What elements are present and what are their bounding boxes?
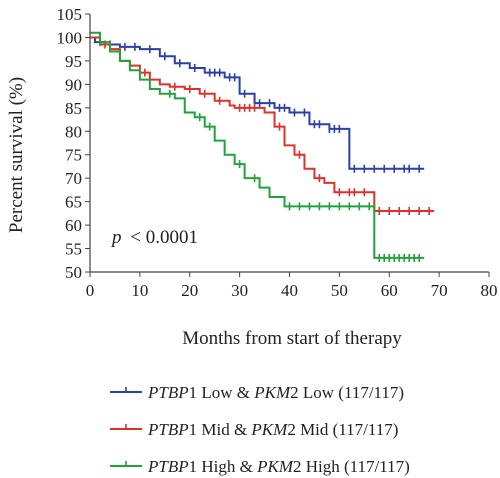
legend-label: PTBP1 High & PKM2 High (117/117): [147, 457, 410, 476]
x-tick-label: 10: [131, 281, 148, 300]
legend-label: PTBP1 Mid & PKM2 Mid (117/117): [147, 420, 398, 439]
x-tick-label: 70: [431, 281, 448, 300]
legend-label-part: PKM: [253, 383, 291, 402]
p-value-annotation: p < 0.0001: [110, 227, 198, 248]
plot-area: [90, 31, 435, 262]
legend-label-part: PKM: [256, 457, 294, 476]
y-tick-label: 75: [65, 146, 82, 165]
legend-label-part: 1 Low &: [189, 383, 255, 402]
legend-label-part: 1 High &: [189, 457, 257, 476]
legend-label-part: 2 Mid (117/117): [287, 420, 398, 439]
survival-curve-1: [90, 36, 425, 170]
p-value-text: < 0.0001: [130, 227, 198, 248]
y-tick-label: 100: [57, 28, 83, 47]
x-tick-label: 0: [86, 281, 95, 300]
legend-label-part: 1 Mid &: [189, 420, 252, 439]
y-tick-label: 105: [57, 5, 83, 24]
x-tick-label: 50: [331, 281, 348, 300]
y-tick-label: 65: [65, 193, 82, 212]
x-tick-label: 60: [381, 281, 398, 300]
legend-label-part: PTBP: [147, 420, 189, 439]
y-tick-label: 60: [65, 216, 82, 235]
y-tick-label: 95: [65, 52, 82, 71]
x-tick-label: 80: [481, 281, 498, 300]
y-tick-label: 85: [65, 99, 82, 118]
y-tick-label: 50: [65, 263, 82, 282]
axes: 50 55 60 65 70 75 80 85 90 95 100 105 0 10 20 30 40 50 60 7…: [57, 5, 498, 300]
legend-label-part: PTBP: [147, 457, 189, 476]
x-tick-label: 20: [181, 281, 198, 300]
y-axis-title: Percent survival (%): [6, 77, 27, 233]
x-tick-label: 30: [231, 281, 248, 300]
legend: PTBP1 Low & PKM2 Low (117/117)PTBP1 Mid …: [110, 383, 410, 476]
legend-label-part: PKM: [250, 420, 288, 439]
legend-label-part: PTBP: [147, 383, 189, 402]
y-tick-label: 55: [65, 240, 82, 259]
y-tick-label: 70: [65, 169, 82, 188]
y-tick-label: 80: [65, 122, 82, 141]
survival-curve-3: [90, 31, 425, 259]
survival-curve-2: [90, 36, 435, 213]
x-tick-label: 40: [281, 281, 298, 300]
p-value-symbol: p: [110, 227, 122, 248]
legend-label: PTBP1 Low & PKM2 Low (117/117): [147, 383, 404, 402]
legend-label-part: 2 Low (117/117): [290, 383, 404, 402]
legend-label-part: 2 High (117/117): [293, 457, 410, 476]
y-tick-label: 90: [65, 75, 82, 94]
x-axis-title: Months from start of therapy: [182, 328, 402, 349]
